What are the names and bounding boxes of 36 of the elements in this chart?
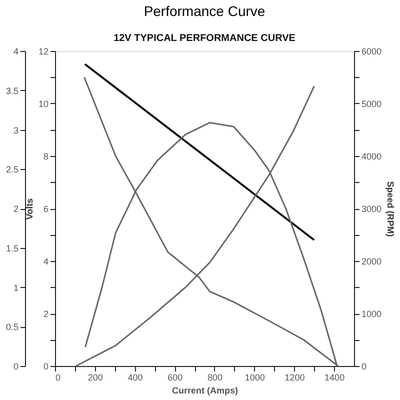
y-tick-label: 0 — [43, 362, 48, 372]
y2-tick-label: 6000 — [362, 46, 382, 56]
y3-tick-label: 3 — [13, 125, 18, 136]
x-tick-label: 1000 — [244, 372, 265, 382]
x-tick-label: 1400 — [324, 372, 345, 382]
y3-tick-label: 1 — [13, 282, 18, 293]
y3-tick-label: 2.5 — [6, 164, 18, 175]
y2-tick-label: 5000 — [362, 99, 382, 109]
y-tick-label: 6 — [43, 204, 48, 214]
chart-title: Performance Curve — [144, 3, 266, 19]
x-tick-label: 1200 — [284, 372, 305, 382]
y2-tick-label: 3000 — [362, 204, 382, 214]
y3-tick-label: 2 — [13, 204, 18, 214]
y-tick-label: 12 — [38, 46, 48, 56]
y3-tick-label: 3.5 — [6, 86, 18, 96]
y-tick-label: 4 — [43, 256, 48, 266]
x-tick-label: 0 — [56, 372, 61, 382]
x-tick-label: 400 — [128, 372, 143, 382]
y3-tick-label: 1.5 — [6, 243, 18, 254]
x-axis-title: Current (Amps) — [172, 386, 238, 396]
y2-tick-label: 4000 — [362, 152, 382, 162]
y2-axis-title: Speed (RPM) — [386, 181, 396, 237]
x-tick-label: 600 — [168, 372, 183, 382]
x-tick-label: 200 — [88, 372, 103, 382]
y3-tick-label: 0.5 — [6, 322, 18, 332]
y2-tick-label: 1000 — [362, 309, 382, 319]
chart-subtitle: 12V TYPICAL PERFORMANCE CURVE — [114, 33, 296, 44]
y2-tick-label: 2000 — [362, 256, 382, 266]
y-axis-title: Volts — [24, 198, 34, 220]
y3-tick-label: 4 — [13, 46, 18, 56]
y-tick-label: 2 — [43, 309, 48, 319]
y-tick-label: 8 — [43, 152, 48, 162]
y2-tick-label: 0 — [362, 362, 367, 372]
y-tick-label: 10 — [38, 99, 48, 109]
x-tick-label: 800 — [207, 372, 222, 382]
y3-tick-label: 0 — [13, 362, 18, 372]
